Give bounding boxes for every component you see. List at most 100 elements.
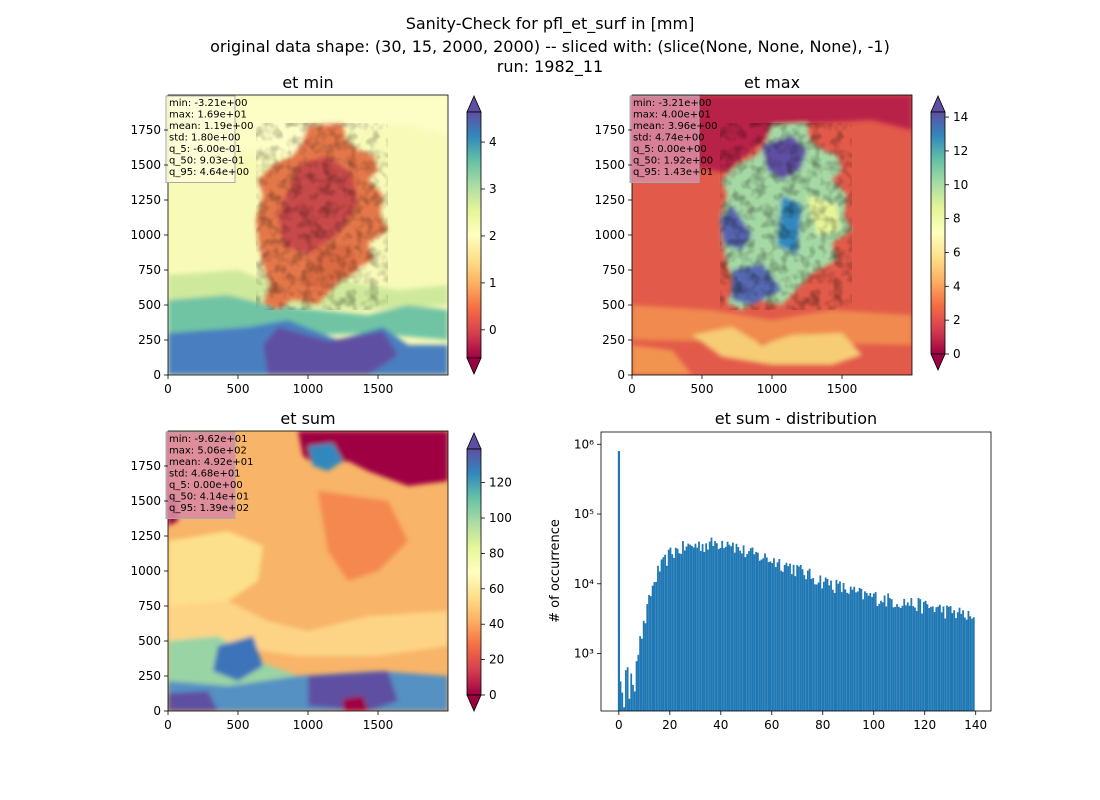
y-tick-label: 10⁵: [574, 507, 594, 521]
colorbar-tick-label: 12: [953, 144, 968, 158]
histogram-bar: [785, 562, 788, 711]
histogram-bar: [723, 548, 725, 711]
histogram-bar: [796, 565, 799, 711]
histogram-bar: [972, 617, 975, 711]
panel-title-et-max: et max: [744, 73, 800, 92]
histogram-bar: [758, 560, 761, 711]
histogram-bar: [819, 575, 822, 711]
y-axis-ticks-et-max: 0 250 500 750 1000 1250 1500 1750: [594, 123, 632, 382]
stats-line: mean: 4.92e+01: [169, 457, 253, 468]
histogram-bar: [632, 684, 634, 711]
histogram-bar: [699, 550, 702, 711]
stats-line: q_5: 0.00e+00: [633, 144, 707, 155]
histogram-bar: [642, 620, 645, 711]
histogram-bar: [971, 618, 973, 711]
histogram-bar: [660, 559, 663, 711]
histogram-bar: [858, 587, 861, 711]
histogram-bar: [724, 546, 727, 711]
histogram-bar: [899, 607, 902, 711]
colorbar-tick-label: 14: [953, 110, 968, 124]
histogram-bar: [628, 698, 631, 711]
colorbar-tick-label: 2: [953, 313, 961, 327]
histogram-bar: [739, 550, 741, 711]
y-tick-label: 1500: [594, 158, 625, 172]
histogram-bar: [678, 553, 681, 711]
stats-line: std: 4.74e+00: [633, 133, 705, 144]
y-tick-label: 1000: [130, 228, 161, 242]
x-tick-label: 120: [913, 718, 936, 732]
y-tick-label: 500: [602, 298, 625, 312]
histogram-bar: [798, 566, 800, 711]
histogram-bar: [944, 618, 947, 711]
figure-title-line-2: original data shape: (30, 15, 2000, 2000…: [210, 37, 890, 56]
histogram-bar: [689, 544, 691, 711]
histogram-bar: [794, 576, 797, 711]
stats-line: std: 4.68e+01: [169, 469, 241, 480]
histogram-bar: [894, 606, 897, 711]
histogram-bar: [867, 595, 870, 711]
histogram-bar: [890, 599, 893, 711]
colorbar-extend-bottom: [930, 353, 946, 371]
y-tick-label: 0: [153, 704, 161, 718]
histogram-bar: [648, 595, 650, 711]
histogram-bar: [962, 610, 964, 711]
colorbar-tick-label: 6: [953, 245, 961, 259]
histogram-bar: [905, 605, 907, 711]
histogram-bar: [817, 582, 820, 711]
stats-line: max: 5.06e+02: [169, 446, 247, 457]
histogram-bar: [967, 610, 970, 711]
histogram-bar: [939, 604, 941, 711]
histogram-bar: [814, 584, 816, 711]
histogram-bar: [671, 554, 674, 711]
x-tick-label: 40: [713, 718, 728, 732]
histogram-bar: [849, 586, 852, 711]
histogram-bar: [883, 595, 886, 711]
histogram-bar: [812, 578, 815, 711]
x-tick-label: 80: [815, 718, 830, 732]
histogram-bar: [876, 606, 879, 711]
panel-title-distribution: et sum - distribution: [715, 409, 877, 428]
colorbar-tick-label: 40: [489, 617, 504, 631]
histogram-bar: [712, 545, 715, 711]
histogram-bar: [635, 661, 638, 711]
colorbar-tick-label: 2: [489, 229, 497, 243]
histogram-bar: [903, 598, 906, 711]
stats-line: min: -3.21e+00: [169, 98, 248, 109]
histogram-bar: [783, 564, 786, 711]
histogram-bar: [717, 549, 720, 711]
histogram-bar: [619, 681, 622, 711]
histogram-bar: [869, 593, 872, 711]
colorbar-tick-label: 120: [489, 476, 512, 490]
histogram-bar: [651, 585, 654, 711]
histogram-bar: [885, 606, 888, 711]
histogram-bar: [808, 568, 811, 711]
histogram-bar: [915, 610, 918, 711]
colorbar-extend-top: [466, 432, 482, 450]
y-tick-label: 1500: [130, 494, 161, 508]
histogram-bar: [637, 654, 640, 711]
histogram-bar: [933, 612, 936, 711]
histogram-bar: [864, 591, 866, 711]
y-tick-label: 1000: [594, 228, 625, 242]
histogram-bar: [658, 571, 661, 711]
histogram-bar: [955, 618, 957, 711]
x-tick-label: 60: [764, 718, 779, 732]
histogram-bar: [707, 549, 709, 711]
y-tick-label: 1500: [130, 158, 161, 172]
histogram-bar: [928, 607, 931, 711]
histogram-bar: [844, 589, 847, 711]
histogram-bar: [880, 600, 882, 711]
histogram-bar: [623, 707, 625, 711]
figure-title-line-3: run: 1982_11: [496, 57, 604, 76]
colorbar-tick-label: 100: [489, 511, 512, 525]
colorbar-tick-label: 0: [489, 688, 497, 702]
histogram-bar: [862, 599, 865, 711]
colorbar-tick-label: 1: [489, 276, 497, 290]
histogram-bar: [760, 559, 763, 711]
histogram-bar: [778, 559, 781, 711]
histogram-bar: [781, 571, 784, 711]
histogram-bar: [846, 592, 848, 711]
